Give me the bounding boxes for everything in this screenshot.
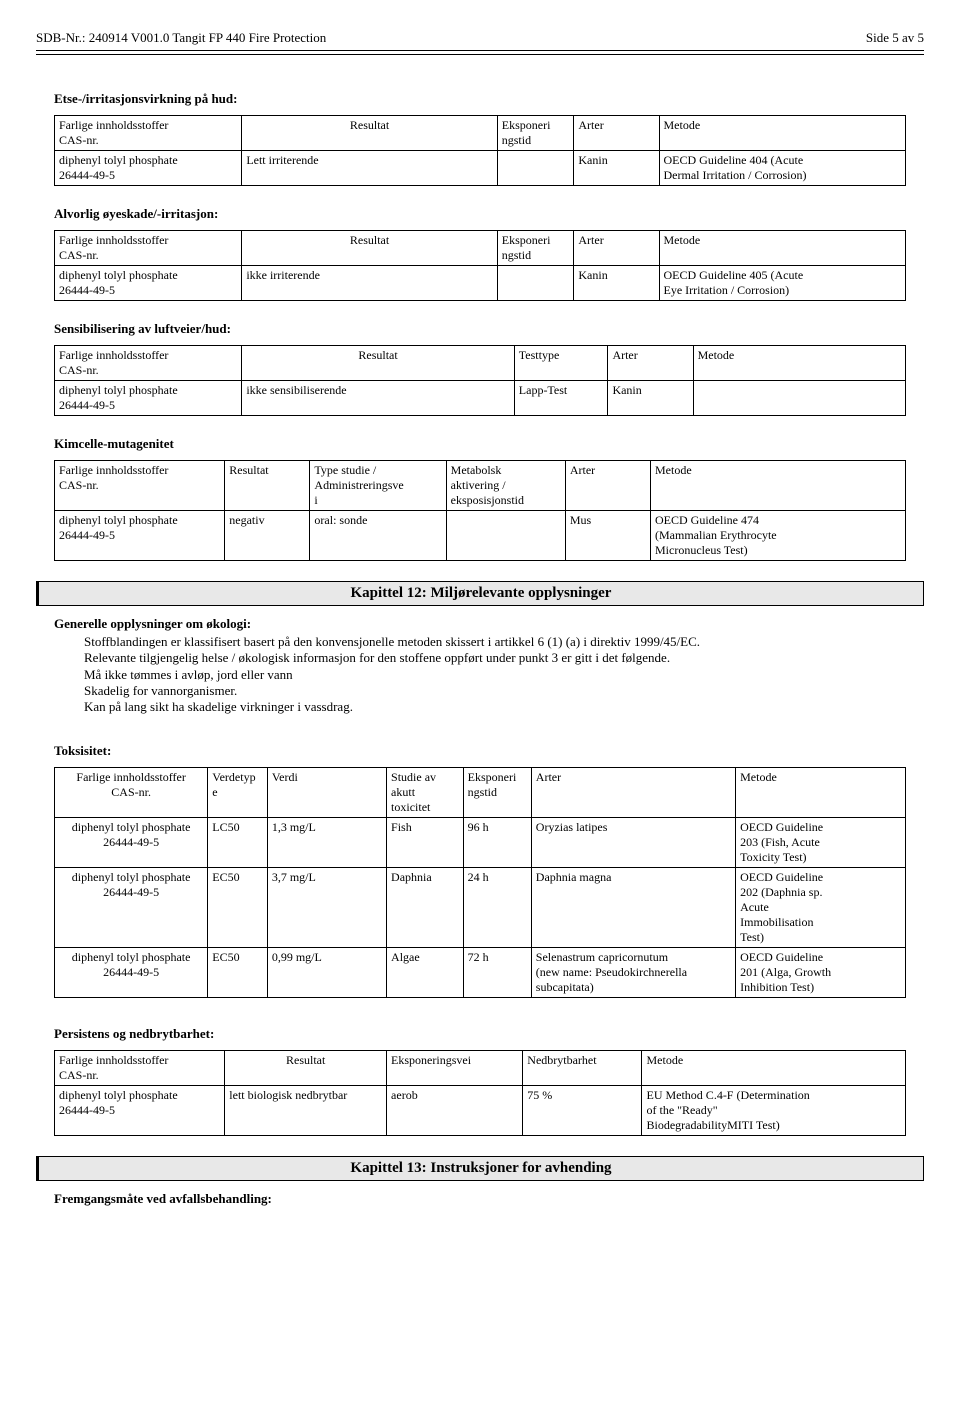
sec1-table: Farlige innholdsstofferCAS-nr. Resultat … [54,115,906,186]
chapter-12-banner: Kapittel 12: Miljørelevante opplysninger [36,581,924,606]
sec1-title: Etse-/irritasjonsvirkning på hud: [54,91,924,107]
persist-table: Farlige innholdsstofferCAS-nr. Resultat … [54,1050,906,1136]
chapter-13-banner: Kapittel 13: Instruksjoner for avhending [36,1156,924,1181]
sec1-h1: Farlige innholdsstofferCAS-nr. [55,116,242,151]
sec4-table: Farlige innholdsstofferCAS-nr. Resultat … [54,460,906,561]
header-right: Side 5 av 5 [866,30,924,46]
sec1-h3: Eksponeringstid [497,116,574,151]
table-row: diphenyl tolyl phosphate26444-49-5 negat… [55,511,906,561]
table-row: diphenyl tolyl phosphate26444-49-5 EC50 … [55,868,906,948]
page-header: SDB-Nr.: 240914 V001.0 Tangit FP 440 Fir… [36,30,924,46]
chap12-subhead: Generelle opplysninger om økologi: [54,616,924,632]
table-row: diphenyl tolyl phosphate26444-49-5 ikke … [55,266,906,301]
sec1-h4: Arter [574,116,659,151]
sec4-title: Kimcelle-mutagenitet [54,436,924,452]
table-row: diphenyl tolyl phosphate26444-49-5 ikke … [55,381,906,416]
header-divider [36,50,924,55]
table-row: diphenyl tolyl phosphate26444-49-5 EC50 … [55,948,906,998]
sec1-h2: Resultat [242,116,497,151]
persist-title: Persistens og nedbrytbarhet: [54,1026,924,1042]
table-row: diphenyl tolyl phosphate26444-49-5 LC50 … [55,818,906,868]
chap12-body: Stoffblandingen er klassifisert basert p… [84,634,924,715]
table-row: diphenyl tolyl phosphate26444-49-5 lett … [55,1086,906,1136]
tox-table: Farlige innholdsstofferCAS-nr. Verdetype… [54,767,906,998]
chap13-subhead: Fremgangsmåte ved avfallsbehandling: [54,1191,924,1207]
header-left: SDB-Nr.: 240914 V001.0 Tangit FP 440 Fir… [36,30,326,46]
sec1-h5: Metode [659,116,906,151]
sec2-title: Alvorlig øyeskade/-irritasjon: [54,206,924,222]
sec2-table: Farlige innholdsstofferCAS-nr. Resultat … [54,230,906,301]
sec3-title: Sensibilisering av luftveier/hud: [54,321,924,337]
tox-title: Toksisitet: [54,743,924,759]
table-row: diphenyl tolyl phosphate26444-49-5 Lett … [55,151,906,186]
sec3-table: Farlige innholdsstofferCAS-nr. Resultat … [54,345,906,416]
